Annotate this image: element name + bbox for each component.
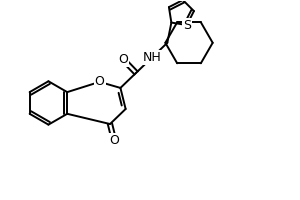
Text: O: O bbox=[109, 134, 119, 147]
Text: O: O bbox=[118, 53, 128, 66]
Text: NH: NH bbox=[142, 51, 161, 64]
Text: S: S bbox=[183, 19, 191, 32]
Text: O: O bbox=[94, 75, 104, 88]
